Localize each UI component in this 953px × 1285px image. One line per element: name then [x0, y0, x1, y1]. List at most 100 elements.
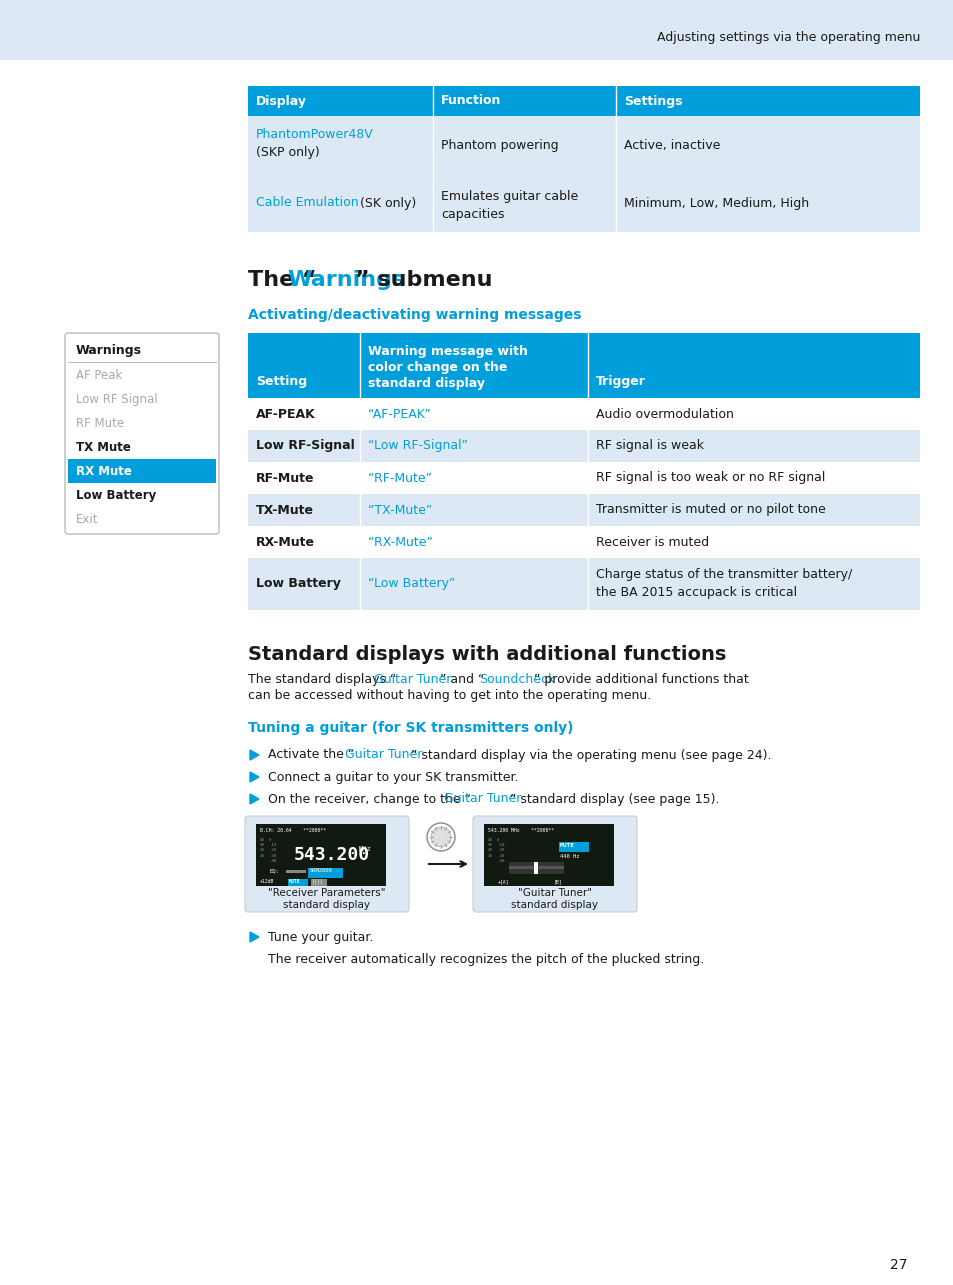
Bar: [248, 333, 919, 398]
Bar: [248, 173, 919, 233]
Text: TX-Mute: TX-Mute: [255, 504, 314, 517]
Bar: [248, 116, 919, 173]
Text: The standard displays “: The standard displays “: [248, 673, 395, 686]
Text: “RF-Mute”: “RF-Mute”: [368, 472, 432, 484]
Bar: [509, 862, 563, 874]
Text: Soundcheck: Soundcheck: [478, 673, 555, 686]
Text: “AF-PEAK”: “AF-PEAK”: [368, 407, 431, 420]
Text: Connect a guitar to your SK transmitter.: Connect a guitar to your SK transmitter.: [268, 771, 518, 784]
Bar: [68, 460, 215, 483]
Bar: [0, 0, 953, 60]
Text: ” provide additional functions that: ” provide additional functions that: [534, 673, 748, 686]
Text: "Guitar Tuner": "Guitar Tuner": [517, 888, 592, 898]
Text: RX-Mute: RX-Mute: [255, 536, 314, 549]
Text: Display: Display: [255, 95, 307, 108]
FancyBboxPatch shape: [245, 816, 409, 912]
Text: Low Battery: Low Battery: [255, 577, 340, 591]
Bar: [558, 842, 588, 852]
Text: ” and “: ” and “: [440, 673, 484, 686]
Text: RF-Mute: RF-Mute: [255, 472, 314, 484]
Bar: [286, 870, 306, 873]
Bar: [248, 463, 919, 493]
Text: Cable Emulation: Cable Emulation: [255, 197, 358, 209]
Text: Emulates guitar cable: Emulates guitar cable: [440, 190, 578, 203]
Text: the BA 2015 accupack is critical: the BA 2015 accupack is critical: [596, 586, 797, 599]
Circle shape: [427, 822, 455, 851]
Text: 27: 27: [889, 1258, 907, 1272]
Text: Exit: Exit: [76, 513, 98, 526]
Text: EQ:: EQ:: [270, 867, 279, 873]
Text: Transmitter is muted or no pilot tone: Transmitter is muted or no pilot tone: [596, 504, 825, 517]
Polygon shape: [250, 772, 258, 783]
Text: Tune your guitar.: Tune your guitar.: [268, 930, 373, 943]
Text: PhantomPower48V: PhantomPower48V: [255, 128, 374, 141]
Text: Tuning a guitar (for SK transmitters only): Tuning a guitar (for SK transmitters onl…: [248, 721, 573, 735]
Text: 440 Hz: 440 Hz: [559, 855, 578, 858]
Circle shape: [431, 828, 451, 847]
Text: Warnings: Warnings: [287, 270, 405, 290]
Bar: [248, 493, 919, 526]
Bar: [248, 526, 919, 558]
Text: Warning message with: Warning message with: [368, 344, 527, 359]
Text: Minimum, Low, Medium, High: Minimum, Low, Medium, High: [623, 197, 808, 209]
Text: On the receiver, change to the “: On the receiver, change to the “: [268, 793, 471, 806]
Text: Setting: Setting: [255, 375, 307, 388]
Text: RF Mute: RF Mute: [76, 418, 124, 430]
Text: +[A]: +[A]: [497, 879, 509, 884]
Text: (SK only): (SK only): [355, 197, 416, 209]
Text: [B]: [B]: [554, 879, 562, 884]
Text: Guitar Tuner: Guitar Tuner: [375, 673, 452, 686]
Text: standard display: standard display: [511, 899, 598, 910]
Bar: [311, 879, 327, 885]
Text: ” submenu: ” submenu: [355, 270, 492, 290]
Text: Function: Function: [440, 95, 501, 108]
Polygon shape: [250, 750, 258, 759]
Bar: [248, 398, 919, 430]
Text: “Low Battery”: “Low Battery”: [368, 577, 455, 591]
Text: Adjusting settings via the operating menu: Adjusting settings via the operating men…: [656, 32, 919, 45]
Text: Guitar Tuner: Guitar Tuner: [443, 793, 521, 806]
Text: Activating/deactivating warning messages: Activating/deactivating warning messages: [248, 308, 581, 323]
Text: RX Mute: RX Mute: [76, 465, 132, 478]
Text: 0
-10
-20
-30
-40: 0 -10 -20 -30 -40: [269, 838, 276, 862]
Text: “RX-Mute”: “RX-Mute”: [368, 536, 433, 549]
Text: “TX-Mute”: “TX-Mute”: [368, 504, 432, 517]
Text: 0
-10
-20
-30
-40: 0 -10 -20 -30 -40: [497, 838, 504, 862]
Bar: [248, 86, 919, 116]
FancyBboxPatch shape: [473, 816, 637, 912]
Text: Standard displays with additional functions: Standard displays with additional functi…: [248, 645, 725, 664]
Bar: [248, 558, 919, 610]
Text: Settings: Settings: [623, 95, 681, 108]
Text: 543.200 MHz    **2000**: 543.200 MHz **2000**: [488, 828, 554, 833]
Text: standard display: standard display: [283, 899, 370, 910]
Text: ||||: ||||: [312, 879, 323, 884]
Text: Activate the “: Activate the “: [268, 748, 354, 762]
Text: MHz: MHz: [358, 846, 372, 852]
Text: Charge status of the transmitter battery/: Charge status of the transmitter battery…: [596, 568, 851, 581]
Text: 40
30
20
10: 40 30 20 10: [260, 838, 265, 857]
Text: capacities: capacities: [440, 208, 504, 221]
Text: 543.200: 543.200: [294, 846, 370, 864]
Text: "Receiver Parameters": "Receiver Parameters": [268, 888, 385, 898]
Text: SKM2000: SKM2000: [310, 867, 333, 873]
Text: Guitar Tuner: Guitar Tuner: [345, 748, 422, 762]
Text: Receiver is muted: Receiver is muted: [596, 536, 708, 549]
Bar: [483, 824, 614, 885]
Polygon shape: [250, 932, 258, 942]
Text: standard display: standard display: [368, 377, 484, 391]
Bar: [288, 879, 308, 885]
Text: AF Peak: AF Peak: [76, 369, 122, 383]
Text: Low Battery: Low Battery: [76, 488, 156, 501]
FancyBboxPatch shape: [65, 333, 219, 535]
Text: AF-PEAK: AF-PEAK: [255, 407, 315, 420]
Text: MUTE: MUTE: [559, 843, 575, 848]
Bar: [509, 866, 563, 869]
Text: B.CH: 20.64    **2000**: B.CH: 20.64 **2000**: [260, 828, 326, 833]
Bar: [248, 430, 919, 463]
Text: “Low RF-Signal”: “Low RF-Signal”: [368, 439, 468, 452]
Text: The receiver automatically recognizes the pitch of the plucked string.: The receiver automatically recognizes th…: [268, 953, 703, 966]
Text: RF signal is weak: RF signal is weak: [596, 439, 703, 452]
Text: RF signal is too weak or no RF signal: RF signal is too weak or no RF signal: [596, 472, 824, 484]
Text: Trigger: Trigger: [596, 375, 645, 388]
Bar: [308, 867, 343, 878]
